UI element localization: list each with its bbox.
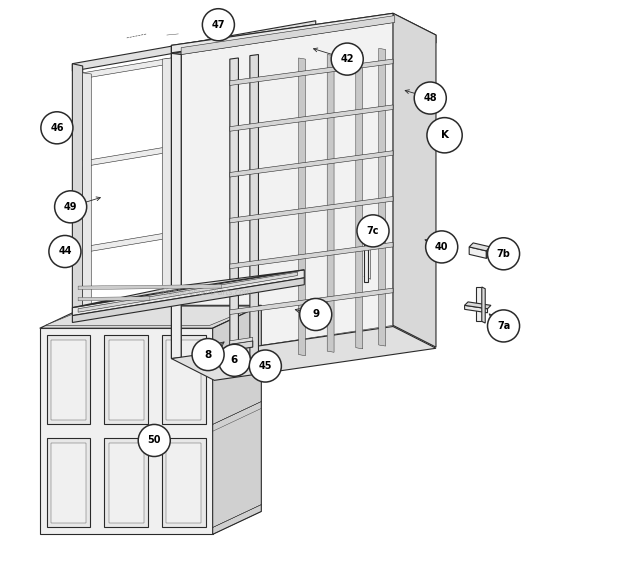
Polygon shape [464,302,491,309]
Polygon shape [230,151,393,177]
Polygon shape [109,443,144,523]
Circle shape [249,350,281,382]
Polygon shape [82,58,171,79]
Polygon shape [230,105,393,131]
Polygon shape [171,13,436,53]
Polygon shape [230,196,393,223]
Polygon shape [40,305,261,328]
Polygon shape [171,53,181,359]
Polygon shape [181,15,395,55]
Circle shape [138,424,170,456]
Polygon shape [469,247,486,258]
Polygon shape [171,327,436,381]
Text: 9: 9 [312,309,319,320]
Polygon shape [45,307,255,325]
Polygon shape [51,340,86,420]
Text: 46: 46 [50,123,64,133]
Polygon shape [82,232,171,253]
Circle shape [357,215,389,247]
Polygon shape [364,231,370,233]
Circle shape [487,310,520,342]
Polygon shape [40,328,213,534]
Polygon shape [73,278,304,323]
Polygon shape [104,438,148,528]
Polygon shape [78,297,150,301]
Polygon shape [82,146,171,167]
Text: 44: 44 [58,246,72,257]
Text: 8: 8 [205,350,211,359]
Circle shape [192,339,224,371]
Circle shape [49,235,81,267]
Polygon shape [230,59,393,86]
Polygon shape [73,270,304,308]
Circle shape [218,344,250,377]
Polygon shape [486,247,490,258]
Polygon shape [213,305,261,534]
Text: 48: 48 [423,93,437,103]
Polygon shape [250,55,259,363]
Polygon shape [393,13,436,347]
Polygon shape [299,58,306,356]
Text: 40: 40 [435,242,448,252]
Polygon shape [327,55,334,352]
Polygon shape [73,296,172,323]
Polygon shape [162,438,206,528]
Polygon shape [230,242,393,269]
Polygon shape [236,347,244,354]
Text: K: K [441,130,448,140]
Circle shape [299,298,332,331]
Polygon shape [482,287,485,323]
Polygon shape [171,13,393,53]
Text: 47: 47 [211,20,225,30]
Polygon shape [82,73,91,310]
Polygon shape [162,335,206,424]
Polygon shape [230,338,253,344]
Circle shape [426,231,458,263]
Text: 7b: 7b [497,249,510,259]
Text: 49: 49 [64,202,78,212]
Circle shape [331,43,363,75]
Polygon shape [162,58,171,300]
Polygon shape [230,288,393,315]
Text: ©ReplacementParts.com: ©ReplacementParts.com [156,288,252,297]
Polygon shape [109,340,144,420]
Polygon shape [364,231,368,282]
Polygon shape [356,51,363,349]
Circle shape [414,82,446,114]
Text: 6: 6 [231,355,238,365]
Circle shape [41,112,73,144]
Text: 42: 42 [340,54,354,64]
Polygon shape [73,21,316,71]
Polygon shape [230,341,253,351]
Polygon shape [171,45,181,300]
Polygon shape [73,64,82,318]
Circle shape [427,118,462,153]
Circle shape [55,191,87,223]
Polygon shape [379,48,386,346]
Polygon shape [104,335,148,424]
Polygon shape [464,305,487,313]
Polygon shape [73,270,304,316]
Text: 45: 45 [259,361,272,371]
Polygon shape [469,243,490,251]
Circle shape [487,238,520,270]
Polygon shape [78,285,222,289]
Polygon shape [171,53,181,359]
Polygon shape [166,443,202,523]
Text: 7c: 7c [367,226,379,236]
Polygon shape [51,443,86,523]
Polygon shape [46,438,91,528]
Polygon shape [78,272,298,312]
Polygon shape [166,340,202,420]
Polygon shape [230,58,239,366]
Polygon shape [181,22,393,358]
Polygon shape [46,335,91,424]
Text: 50: 50 [148,436,161,445]
Text: 7a: 7a [497,321,510,331]
Polygon shape [476,287,482,321]
Circle shape [202,9,234,41]
